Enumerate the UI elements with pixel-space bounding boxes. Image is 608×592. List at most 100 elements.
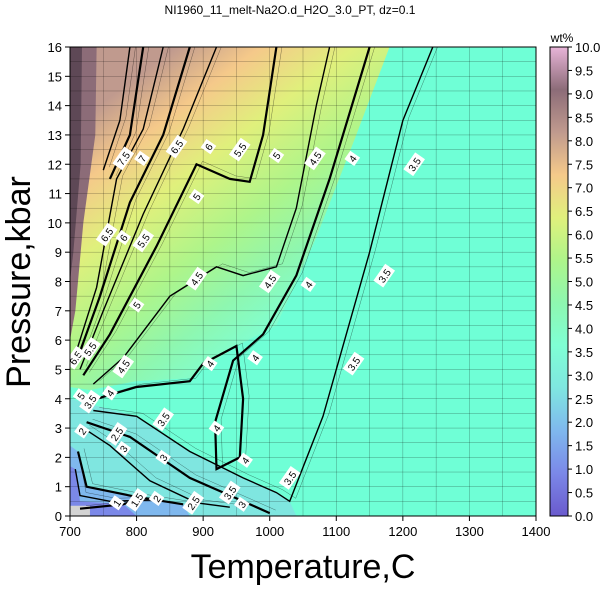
y-tick-label: 8 — [55, 275, 62, 290]
x-tick-label: 1100 — [322, 524, 350, 539]
contour-line-minor — [83, 448, 190, 502]
contour-label: 5 — [268, 147, 285, 164]
contour-line-minor — [82, 47, 196, 358]
colorbar-tick-label: 10.0 — [575, 40, 600, 55]
svg-text:3: 3 — [237, 499, 249, 510]
colorbar-tick-label: 1.0 — [575, 462, 593, 477]
colorbar-tick-label: 9.5 — [575, 63, 593, 78]
colorbar-ticks: 0.0 0.5 1.0 1.5 2.0 2.5 3.0 3.5 4.0 4.5 5.0 5.5 6.0 6… — [568, 40, 600, 524]
contour-line-minor — [81, 47, 169, 352]
contour-line-4-5 — [92, 47, 331, 385]
melt-field — [70, 47, 390, 390]
colorbar-label: wt% — [550, 31, 574, 45]
colorbar-tick-label: 6.5 — [575, 204, 593, 219]
y-tick-label: 11 — [49, 187, 63, 202]
colorbar-tick-label: 6.0 — [575, 228, 593, 243]
colorbar-tick-label: 5.5 — [575, 251, 593, 266]
y-tick-label: 0 — [55, 509, 62, 524]
x-tick-label: 1400 — [522, 524, 551, 539]
contour-line-6-5 — [74, 47, 164, 356]
contour-line-minor — [89, 424, 236, 505]
svg-text:3: 3 — [158, 452, 170, 463]
colorbar-tick-label: 4.5 — [575, 298, 593, 313]
svg-text:2: 2 — [77, 426, 89, 437]
x-tick-label: 1200 — [388, 524, 417, 539]
svg-text:4: 4 — [205, 359, 217, 370]
colorbar-tick-label: 1.5 — [575, 439, 593, 454]
contour-line-minor — [99, 47, 336, 382]
x-axis-ticks: 700 800 900 1000 1100 1200 1300 1400 — [59, 516, 550, 539]
x-tick-label: 1300 — [455, 524, 484, 539]
colorbar-tick-label: 3.5 — [575, 345, 593, 360]
svg-text:5: 5 — [271, 151, 283, 162]
y-tick-label: 15 — [48, 69, 62, 84]
svg-text:5: 5 — [76, 391, 88, 402]
contour-label: 6 — [115, 229, 132, 246]
contour-line-4 — [96, 47, 371, 471]
colorbar-tick-label: 0.5 — [575, 486, 593, 501]
contour-label: 2 — [148, 490, 165, 507]
contour-label: 5 — [128, 297, 145, 313]
y-tick-label: 10 — [48, 216, 62, 231]
y-tick-label: 3 — [55, 421, 62, 436]
y-axis-label: Pressure,kbar — [0, 176, 38, 388]
y-tick-label: 1 — [55, 480, 62, 495]
contour-line-7-5 — [102, 47, 131, 171]
svg-text:4: 4 — [303, 280, 315, 291]
contour-label: 3 — [155, 449, 172, 465]
contour-label: 2 — [74, 423, 90, 439]
colorbar-gradient — [549, 46, 569, 517]
svg-text:4: 4 — [240, 455, 252, 466]
svg-text:5: 5 — [192, 192, 204, 203]
svg-text:4: 4 — [250, 353, 262, 364]
y-tick-label: 6 — [55, 333, 62, 348]
colorbar-tick-label: 8.0 — [575, 134, 593, 149]
svg-text:1: 1 — [112, 498, 124, 509]
contour-label: 4 — [247, 350, 263, 366]
svg-text:6: 6 — [118, 233, 130, 244]
svg-text:4: 4 — [105, 388, 117, 399]
contour-label: 3 — [115, 440, 132, 457]
x-tick-label: 1000 — [255, 524, 284, 539]
contour-line-5 — [82, 47, 278, 376]
contour-line-2-5 — [82, 427, 230, 508]
lowest-value-field — [70, 466, 137, 516]
chart-title: NI1960_11_melt-Na2O.d_H2O_3.0_PT, dz=0.1 — [165, 3, 416, 17]
colorbar-tick-label: 0.0 — [575, 509, 593, 524]
contour-line-minor — [99, 47, 438, 499]
contour-line-5-5 — [79, 47, 218, 370]
contour-label: 3 — [233, 496, 250, 512]
contour-label: 4 — [300, 276, 317, 293]
contour-lines — [74, 47, 438, 515]
contour-label: 6 — [200, 139, 217, 155]
contour-line-minor — [102, 47, 375, 467]
colorbar-tick-label: 3.0 — [575, 368, 593, 383]
svg-text:4: 4 — [212, 423, 224, 434]
colorbar-tick-label: 2.0 — [575, 415, 593, 430]
svg-text:3: 3 — [118, 444, 130, 455]
svg-text:7: 7 — [137, 153, 149, 164]
x-axis-label: Temperature,C — [191, 548, 416, 586]
x-tick-label: 900 — [192, 524, 214, 539]
contour-label: 7 — [134, 150, 150, 167]
colorbar-tick-label: 2.5 — [575, 392, 593, 407]
contour-label: 4 — [344, 150, 361, 167]
contour-labels: 1 1.5 2 2.5 33.53.53.53.53.533.52 2.533.55 44.… — [64, 134, 425, 515]
svg-text:2: 2 — [152, 493, 164, 504]
colorbar-tick-label: 8.5 — [575, 110, 593, 125]
svg-text:6: 6 — [204, 142, 216, 153]
contour-line-minor — [85, 47, 222, 367]
x-tick-label: 800 — [126, 524, 148, 539]
colorbar-tick-label: 4.0 — [575, 321, 593, 336]
very-low-pressure-field — [70, 445, 190, 516]
y-tick-label: 13 — [48, 128, 62, 143]
y-tick-label: 2 — [55, 450, 62, 465]
contour-label: 4 — [102, 385, 118, 401]
contour-line-minor — [89, 47, 283, 373]
contour-label: 1 — [108, 495, 125, 511]
svg-text:4: 4 — [347, 153, 359, 164]
colorbar-tick-label: 5.0 — [575, 275, 593, 290]
